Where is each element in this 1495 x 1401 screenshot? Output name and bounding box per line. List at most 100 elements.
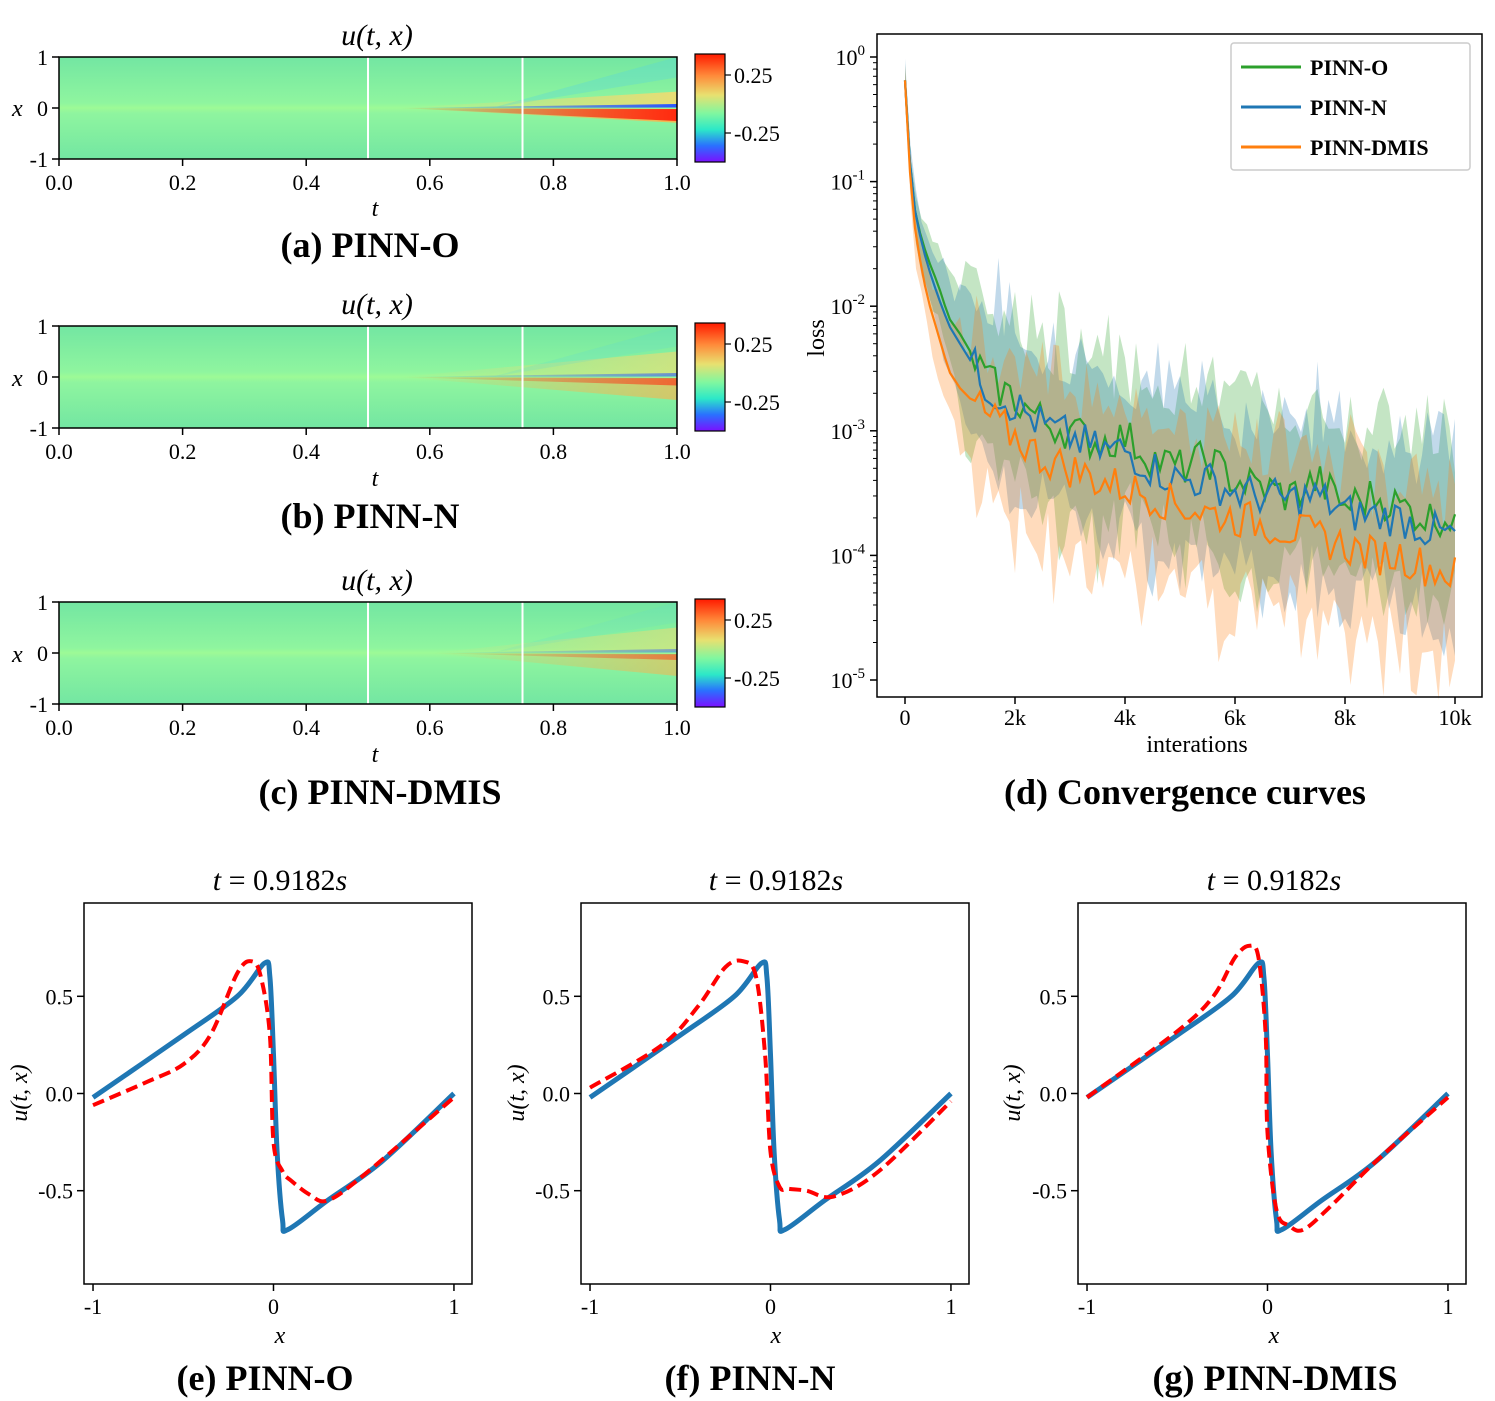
slice-xlabel: x (770, 1323, 782, 1349)
colorbar-tick-label: -0.25 (734, 390, 780, 415)
y-tick-label: -1 (30, 416, 48, 441)
y-tick-label: 10-4 (831, 541, 866, 568)
shock-lobe (429, 653, 677, 660)
convergence-ylabel: loss (804, 319, 830, 356)
y-tick-label: 1 (37, 45, 48, 70)
x-tick-label: 0.6 (416, 715, 444, 740)
x-tick-label: 0 (268, 1294, 279, 1319)
y-tick-label: 100 (836, 43, 866, 70)
x-tick-label: 0.6 (416, 170, 444, 195)
slice-title: t = 0.9182s (709, 864, 843, 897)
x-tick-label: 0.8 (540, 170, 568, 195)
y-tick-label: 1 (37, 314, 48, 339)
x-tick-label: 0.2 (169, 715, 197, 740)
slice-panel-g: t = 0.9182s -1 0 1 0.5 0.0 -0.5 x u(t, x) (g)… (1000, 864, 1467, 1398)
x-tick-label: 0.4 (292, 439, 320, 464)
x-tick-label: 0 (1262, 1294, 1273, 1319)
y-tick-label: 0 (37, 641, 48, 666)
slice-title: t = 0.9182s (1207, 864, 1341, 897)
heatmap-ylabel: x (11, 642, 23, 668)
colorbar-tick-label: -0.25 (734, 121, 780, 146)
slice-frame (83, 902, 473, 1285)
caption-f: (f) PINN-N (665, 1358, 836, 1398)
x-tick-label: 1 (945, 1294, 956, 1319)
y-tick-label: -1 (30, 147, 48, 172)
slice-ylabel: u(t, x) (504, 1064, 530, 1121)
y-tick-label: 0.0 (543, 1082, 571, 1107)
slice-title: t = 0.9182s (213, 864, 347, 897)
caption-a: (a) PINN-O (281, 225, 460, 265)
heatmap-xlabel: t (372, 466, 380, 492)
heatmap-title: u(t, x) (341, 564, 413, 597)
slice-plot-area: -1 0 1 0.5 0.0 -0.5 (535, 902, 970, 1319)
convergence-xlabel: interations (1146, 732, 1247, 758)
shock-lobe (429, 653, 677, 676)
y-tick-label: 10-1 (831, 168, 866, 195)
caption-e: (e) PINN-O (177, 1358, 354, 1398)
slice-panel-e: t = 0.9182s -1 0 1 0.5 0.0 -0.5 x u(t, x) (e)… (7, 864, 473, 1398)
slice-panel-f: t = 0.9182s -1 0 1 0.5 0.0 -0.5 x u(t, x) (f)… (504, 864, 970, 1398)
upper-band (491, 57, 677, 108)
y-tick-label: -1 (30, 692, 48, 717)
x-tick-label: 6k (1224, 705, 1246, 730)
shock-lobe (398, 108, 677, 121)
y-tick-label: 0.5 (46, 984, 74, 1009)
caption-g: (g) PINN-DMIS (1153, 1358, 1398, 1398)
colorbar (694, 322, 726, 432)
x-tick-label: 0.2 (169, 439, 197, 464)
heatmap-panel-b: u(t, x) 0.0 0.2 0.4 0.6 0.8 1.010-10.25-0.25 … (11, 288, 780, 536)
slice-ylabel: u(t, x) (1000, 1064, 1026, 1121)
x-tick-label: 1.0 (663, 170, 691, 195)
x-tick-label: 1.0 (663, 715, 691, 740)
x-tick-label: 8k (1334, 705, 1356, 730)
x-tick-label: -1 (84, 1294, 102, 1319)
caption-c: (c) PINN-DMIS (259, 772, 502, 812)
confidence-band-pinn-n (905, 58, 1455, 657)
heatmap-title: u(t, x) (341, 288, 413, 321)
slice-ylabel: u(t, x) (7, 1064, 33, 1121)
convergence-frame (876, 33, 1483, 698)
x-tick-label: -1 (581, 1294, 599, 1319)
prediction-line (92, 959, 456, 1204)
legend-frame (1230, 42, 1471, 171)
convergence-plot-area: 0 2k 4k 6k 8k 10k 100 10-1 10-2 10-3 10-4 10-5 PINN-… (831, 33, 1483, 730)
x-tick-label: 1 (1442, 1294, 1453, 1319)
y-tick-label: 0 (37, 96, 48, 121)
exact-solution-line (588, 959, 953, 1234)
y-tick-label: -0.5 (38, 1179, 73, 1204)
colorbar-tick-label: 0.25 (734, 63, 773, 88)
y-tick-label: 0 (37, 365, 48, 390)
legend-label: PINN-O (1310, 55, 1388, 80)
x-tick-label: 0.0 (45, 715, 73, 740)
y-tick-label: 10-5 (831, 666, 866, 693)
series-line-pinn-o (903, 80, 1457, 539)
colorbar-tick-label: -0.25 (734, 666, 780, 691)
legend-label: PINN-N (1310, 95, 1387, 120)
x-tick-label: 0 (900, 705, 911, 730)
caption-d: (d) Convergence curves (1004, 772, 1366, 812)
convergence-panel: 0 2k 4k 6k 8k 10k 100 10-1 10-2 10-3 10-4 10-5 PINN-… (804, 33, 1483, 812)
shock-lobe (429, 627, 677, 653)
slice-plot-area: -1 0 1 0.5 0.0 -0.5 (1032, 902, 1467, 1319)
upper-band (491, 602, 677, 653)
y-tick-label: 1 (37, 590, 48, 615)
shock-lobe (398, 91, 677, 108)
y-tick-label: 10-2 (831, 292, 866, 319)
slice-frame (580, 902, 970, 1285)
y-tick-label: -0.5 (535, 1179, 570, 1204)
x-tick-label: 10k (1439, 705, 1472, 730)
upper-band (491, 326, 677, 377)
confidence-band-pinn-dmis (905, 66, 1455, 700)
slice-xlabel: x (1268, 1323, 1280, 1349)
y-tick-label: 0.0 (1040, 1082, 1068, 1107)
x-tick-label: -1 (1078, 1294, 1096, 1319)
colorbar (694, 598, 726, 708)
exact-solution-line (1085, 959, 1450, 1234)
x-tick-label: 0.2 (169, 170, 197, 195)
x-tick-label: 0.6 (416, 439, 444, 464)
heatmap-image: 0.0 0.2 0.4 0.6 0.8 1.0 1 0 -1 0.25 -0.25 (30, 590, 780, 740)
heatmap-image: 0.0 0.2 0.4 0.6 0.8 1.0 1 0 -1 0.25 -0.25 (30, 314, 780, 464)
x-tick-label: 1.0 (663, 439, 691, 464)
prediction-line (589, 958, 953, 1200)
shock-lobe (398, 104, 677, 108)
